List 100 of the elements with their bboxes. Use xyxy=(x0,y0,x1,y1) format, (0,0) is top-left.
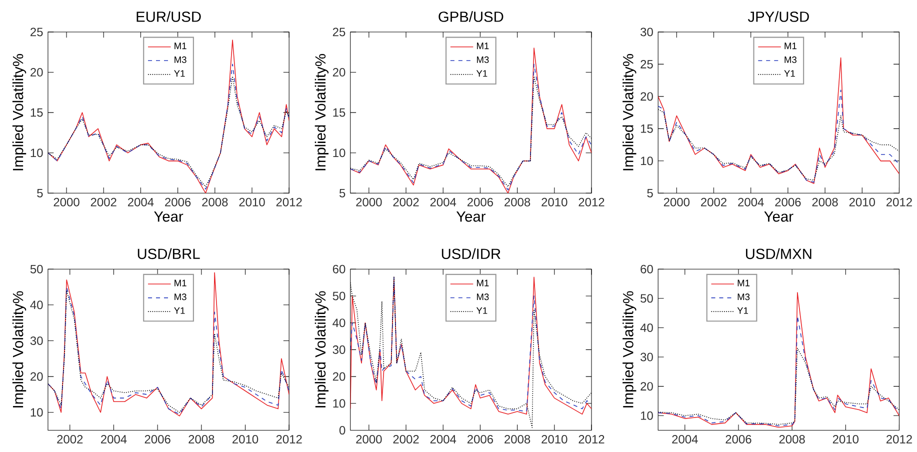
x-tick-label: 2002 xyxy=(90,198,116,207)
y-tick-label: 20 xyxy=(332,68,346,77)
y-axis-title: Implied Volatility% xyxy=(622,291,636,408)
y-tick-label: 40 xyxy=(640,324,653,332)
x-tick-label: 2004 xyxy=(430,435,456,444)
y-tick-label: 50 xyxy=(30,265,43,274)
chart-title: USD/IDR xyxy=(442,248,500,260)
x-tick-label: 2006 xyxy=(467,435,494,444)
y-tick-label: 20 xyxy=(30,372,43,382)
legend-label: M3 xyxy=(477,56,489,64)
x-tick-label: 2008 xyxy=(188,435,214,444)
x-tick-label: 2002 xyxy=(393,198,419,207)
x-tick-label: 2004 xyxy=(672,435,698,444)
legend-label: Y1 xyxy=(476,308,488,314)
x-tick-label: 2006 xyxy=(165,198,191,207)
x-tick-label: 2010 xyxy=(542,198,568,207)
legend-label: M3 xyxy=(174,56,186,64)
y-tick-label: 30 xyxy=(332,346,346,354)
x-tick-label: 2008 xyxy=(779,435,805,444)
chart-title: USD/BRL xyxy=(138,248,200,260)
x-tick-label: 2008 xyxy=(202,198,228,207)
line-series xyxy=(48,40,290,194)
y-tick-label: 15 xyxy=(640,124,653,134)
x-tick-label: 2010 xyxy=(849,198,875,207)
y-axis-title: Implied Volatility% xyxy=(622,54,636,170)
y-tick-label: 10 xyxy=(30,148,43,158)
x-tick-label: 2010 xyxy=(232,435,258,444)
x-tick-label: 2010 xyxy=(542,435,568,444)
y-tick-label: 25 xyxy=(30,28,43,36)
y-tick-label: 15 xyxy=(333,108,346,117)
legend-label: Y1 xyxy=(476,70,488,77)
legend-label: M1 xyxy=(784,42,796,50)
x-tick-label: 2006 xyxy=(775,198,801,207)
legend-label: M3 xyxy=(738,294,750,300)
x-tick-label: 2004 xyxy=(430,198,456,207)
y-tick-label: 0 xyxy=(339,426,346,435)
y-axis-title: Implied Volatility% xyxy=(314,291,328,408)
chart-title: JPY/USD xyxy=(748,11,809,22)
legend-label: M1 xyxy=(174,280,186,286)
y-tick-label: 10 xyxy=(30,408,43,417)
x-tick-label: 2002 xyxy=(57,435,83,444)
y-tick-label: 10 xyxy=(640,156,653,166)
line-series xyxy=(658,292,900,428)
y-axis-title: Implied Volatility% xyxy=(12,291,26,408)
x-tick-label: 2010 xyxy=(832,435,859,444)
x-tick-label: 2000 xyxy=(664,198,690,207)
y-tick-label: 30 xyxy=(640,352,653,362)
y-axis-title: Implied Volatility% xyxy=(12,54,26,170)
y-tick-label: 10 xyxy=(640,412,653,420)
chart-title: EUR/USD xyxy=(136,11,201,22)
y-tick-label: 40 xyxy=(30,300,43,310)
x-tick-label: 2012 xyxy=(276,435,302,444)
x-tick-label: 2012 xyxy=(886,198,912,207)
chart-title: USD/MXN xyxy=(746,248,812,260)
y-tick-label: 10 xyxy=(333,148,346,158)
y-tick-label: 25 xyxy=(332,28,346,36)
legend-label: M1 xyxy=(477,42,489,50)
legend-label: Y1 xyxy=(784,70,795,77)
x-tick-label: 2008 xyxy=(504,198,530,207)
x-tick-label: 2008 xyxy=(504,435,530,444)
legend-label: Y1 xyxy=(737,308,748,314)
x-tick-label: 2000 xyxy=(356,198,382,207)
y-tick-label: 15 xyxy=(30,108,43,117)
x-tick-label: 2006 xyxy=(467,198,494,207)
legend-label: M1 xyxy=(738,280,750,286)
y-axis-title: Implied Volatility% xyxy=(314,54,328,170)
legend-label: M3 xyxy=(477,294,489,300)
x-axis-title: Year xyxy=(764,212,794,222)
x-axis-title: Year xyxy=(154,212,184,222)
y-tick-label: 20 xyxy=(640,92,653,101)
x-tick-label: 2006 xyxy=(726,435,752,444)
x-tick-label: 2002 xyxy=(701,198,726,207)
y-tick-label: 5 xyxy=(647,189,653,198)
y-tick-label: 30 xyxy=(30,336,43,346)
y-tick-label: 40 xyxy=(332,318,346,328)
x-axis-title: Year xyxy=(456,212,486,222)
y-tick-label: 5 xyxy=(339,189,346,198)
y-tick-label: 10 xyxy=(333,399,346,408)
line-series xyxy=(658,58,900,184)
x-tick-label: 2008 xyxy=(812,198,838,207)
line-series xyxy=(658,90,900,183)
legend-label: Y1 xyxy=(174,70,185,77)
legend-label: M3 xyxy=(174,294,186,300)
y-tick-label: 60 xyxy=(332,265,346,274)
y-tick-label: 50 xyxy=(640,294,653,303)
y-tick-label: 60 xyxy=(640,265,653,274)
y-tick-label: 30 xyxy=(640,28,653,36)
x-tick-label: 2000 xyxy=(356,435,382,444)
line-series xyxy=(658,316,900,426)
y-tick-label: 20 xyxy=(30,68,43,77)
y-tick-label: 20 xyxy=(332,372,346,382)
y-tick-label: 25 xyxy=(640,60,653,69)
x-tick-label: 2006 xyxy=(144,435,170,444)
legend-label: M1 xyxy=(174,42,186,50)
x-tick-label: 2002 xyxy=(393,435,419,444)
legend-label: M1 xyxy=(477,280,489,286)
x-tick-label: 2010 xyxy=(239,198,265,207)
x-tick-label: 2004 xyxy=(101,435,127,444)
x-tick-label: 2012 xyxy=(578,198,604,207)
chart-title: GPB/USD xyxy=(438,11,504,22)
